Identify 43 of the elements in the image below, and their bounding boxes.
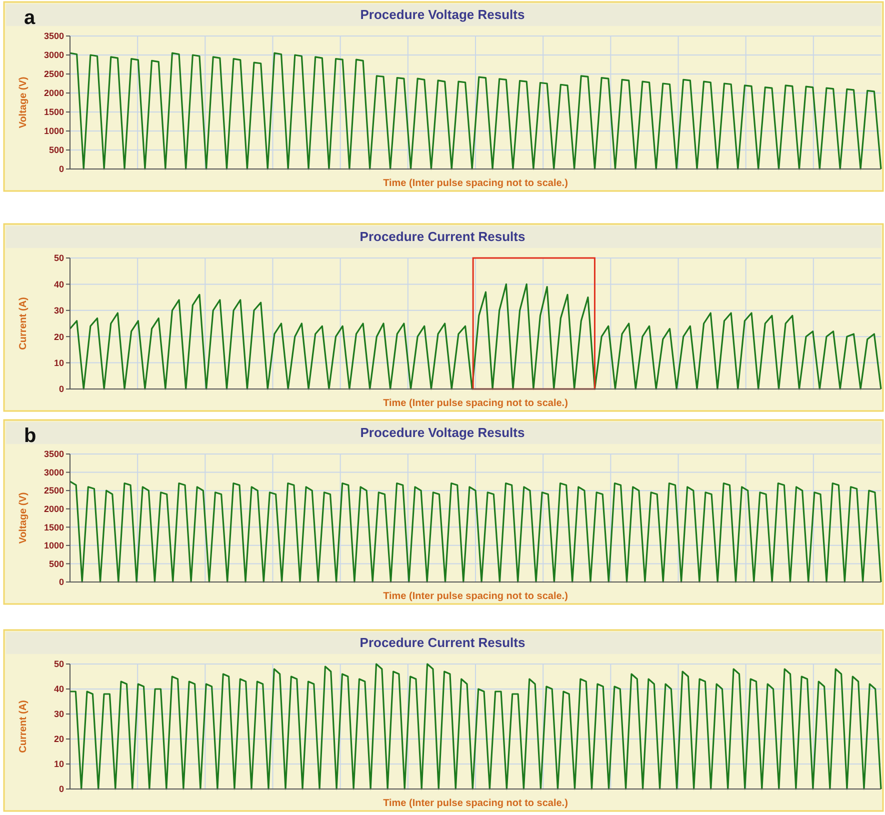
y-tick-label: 3000 <box>44 50 64 60</box>
y-tick-label: 1000 <box>44 126 64 136</box>
y-tick-label: 1500 <box>44 522 64 532</box>
y-tick-label: 500 <box>48 558 64 569</box>
y-tick-label: 2500 <box>44 69 64 80</box>
x-axis-title: Time (Inter pulse spacing not to scale.) <box>383 178 568 189</box>
y-tick-label: 0 <box>58 784 64 794</box>
y-tick-label: 2000 <box>44 88 64 98</box>
x-axis-title: Time (Inter pulse spacing not to scale.) <box>383 398 568 409</box>
y-axis-title: Current (A) <box>18 297 29 350</box>
chart-title: Procedure Voltage Results <box>360 7 525 22</box>
y-tick-label: 1000 <box>44 540 64 551</box>
y-tick-label: 20 <box>54 734 64 744</box>
x-axis-title: Time (Inter pulse spacing not to scale.) <box>383 798 568 809</box>
y-tick-label: 3000 <box>44 467 64 478</box>
chart-title: Procedure Current Results <box>360 635 526 650</box>
y-tick-label: 1500 <box>44 107 64 118</box>
y-tick-label: 2500 <box>44 486 64 496</box>
y-tick-label: 10 <box>54 358 64 368</box>
line-series <box>69 663 882 790</box>
y-tick-label: 10 <box>54 759 64 770</box>
y-tick-label: 40 <box>54 279 64 290</box>
chart-title: Procedure Current Results <box>360 229 526 244</box>
y-axis-title: Voltage (V) <box>18 492 29 544</box>
y-tick-label: 30 <box>54 306 64 316</box>
y-tick-label: 30 <box>54 709 64 720</box>
y-tick-label: 500 <box>48 145 64 156</box>
y-tick-label: 2000 <box>44 504 64 514</box>
chart-title: Procedure Voltage Results <box>360 425 525 440</box>
y-tick-label: 0 <box>58 577 64 588</box>
y-tick-label: 40 <box>54 684 64 694</box>
y-tick-label: 0 <box>58 384 64 394</box>
y-axis-title: Voltage (V) <box>18 76 29 128</box>
text: a <box>24 7 36 29</box>
y-tick-label: 20 <box>54 332 64 342</box>
y-tick-label: 50 <box>54 659 64 670</box>
y-tick-label: 50 <box>54 253 64 264</box>
x-axis-title: Time (Inter pulse spacing not to scale.) <box>383 591 568 602</box>
text: b <box>24 425 36 447</box>
y-tick-label: 3500 <box>44 31 64 42</box>
y-tick-label: 3500 <box>44 449 64 460</box>
y-axis-title: Current (A) <box>18 700 29 753</box>
y-tick-label: 0 <box>58 164 64 174</box>
